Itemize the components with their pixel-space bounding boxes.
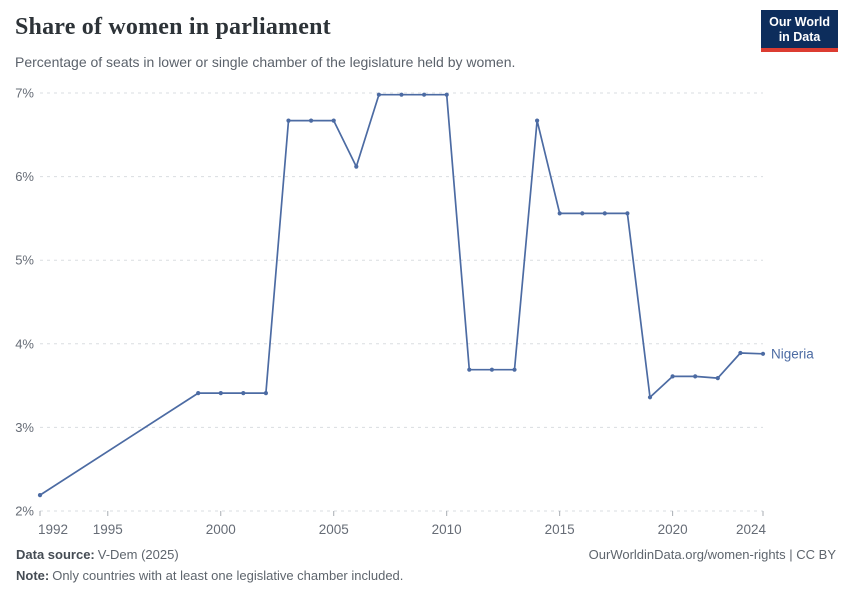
y-tick-label: 4% bbox=[15, 336, 34, 351]
data-point[interactable] bbox=[263, 391, 268, 396]
note-value: Only countries with at least one legisla… bbox=[52, 568, 404, 583]
data-point[interactable] bbox=[715, 376, 720, 381]
data-point[interactable] bbox=[602, 211, 607, 216]
data-source-line: Data source: V-Dem (2025) bbox=[16, 544, 403, 565]
data-point[interactable] bbox=[196, 391, 201, 396]
data-point[interactable] bbox=[399, 92, 404, 97]
chart-subtitle: Percentage of seats in lower or single c… bbox=[15, 54, 516, 70]
y-tick-label: 5% bbox=[15, 253, 34, 268]
x-tick-label: 2000 bbox=[206, 522, 236, 537]
data-point[interactable] bbox=[647, 395, 653, 400]
owid-logo-line2: in Data bbox=[778, 30, 821, 44]
data-source-value: V-Dem (2025) bbox=[97, 547, 179, 562]
data-point[interactable] bbox=[218, 391, 223, 396]
data-point[interactable] bbox=[422, 92, 427, 97]
footer-link[interactable]: OurWorldinData.org/women-rights | CC BY bbox=[588, 547, 836, 562]
series-label-nigeria[interactable]: Nigeria bbox=[771, 346, 814, 361]
note-line: Note: Only countries with at least one le… bbox=[16, 565, 403, 586]
x-tick-label: 2005 bbox=[319, 522, 349, 537]
data-point[interactable] bbox=[512, 367, 517, 372]
data-point[interactable] bbox=[760, 351, 766, 356]
data-point[interactable] bbox=[467, 367, 472, 372]
data-point[interactable] bbox=[489, 367, 494, 372]
data-point[interactable] bbox=[331, 118, 336, 123]
footer-left: Data source: V-Dem (2025) Note: Only count… bbox=[16, 544, 403, 586]
note-label: Note: bbox=[16, 568, 50, 583]
owid-logo-line1: Our World bbox=[769, 15, 830, 29]
x-tick-label: 1995 bbox=[93, 522, 123, 537]
y-tick-label: 3% bbox=[15, 420, 34, 435]
chart-title: Share of women in parliament bbox=[15, 14, 331, 40]
data-point[interactable] bbox=[557, 211, 562, 216]
data-point[interactable] bbox=[625, 211, 630, 216]
x-tick-label: 1992 bbox=[38, 522, 68, 537]
data-point[interactable] bbox=[354, 164, 359, 169]
data-points-nigeria[interactable] bbox=[37, 92, 766, 498]
data-line-nigeria[interactable] bbox=[39, 93, 764, 496]
data-point[interactable] bbox=[693, 374, 698, 379]
y-tick-label: 2% bbox=[15, 504, 34, 519]
data-point[interactable] bbox=[535, 118, 540, 123]
data-point[interactable] bbox=[376, 92, 381, 97]
x-tick-label: 2020 bbox=[658, 522, 688, 537]
data-point[interactable] bbox=[670, 374, 675, 379]
x-tick-label: 2015 bbox=[545, 522, 575, 537]
x-tick-label: 2010 bbox=[432, 522, 462, 537]
owid-logo[interactable]: Our World in Data bbox=[761, 10, 838, 52]
data-point[interactable] bbox=[309, 118, 314, 123]
x-tick-label: 2024 bbox=[736, 522, 767, 537]
y-gridlines: 2% 3% 4% 5% 6% 7% bbox=[15, 86, 763, 519]
y-tick-label: 7% bbox=[15, 86, 34, 101]
data-point[interactable] bbox=[580, 211, 585, 216]
y-tick-label: 6% bbox=[15, 169, 34, 184]
data-point[interactable] bbox=[286, 118, 291, 123]
chart-footer: Data source: V-Dem (2025) Note: Only count… bbox=[16, 544, 836, 586]
x-axis: 1992 1995 2000 2005 2010 2015 2020 2024 bbox=[38, 511, 766, 537]
data-point[interactable] bbox=[241, 391, 246, 396]
data-point[interactable] bbox=[37, 493, 43, 498]
data-point[interactable] bbox=[444, 92, 449, 97]
data-source-label: Data source: bbox=[16, 547, 95, 562]
data-point[interactable] bbox=[738, 350, 743, 356]
